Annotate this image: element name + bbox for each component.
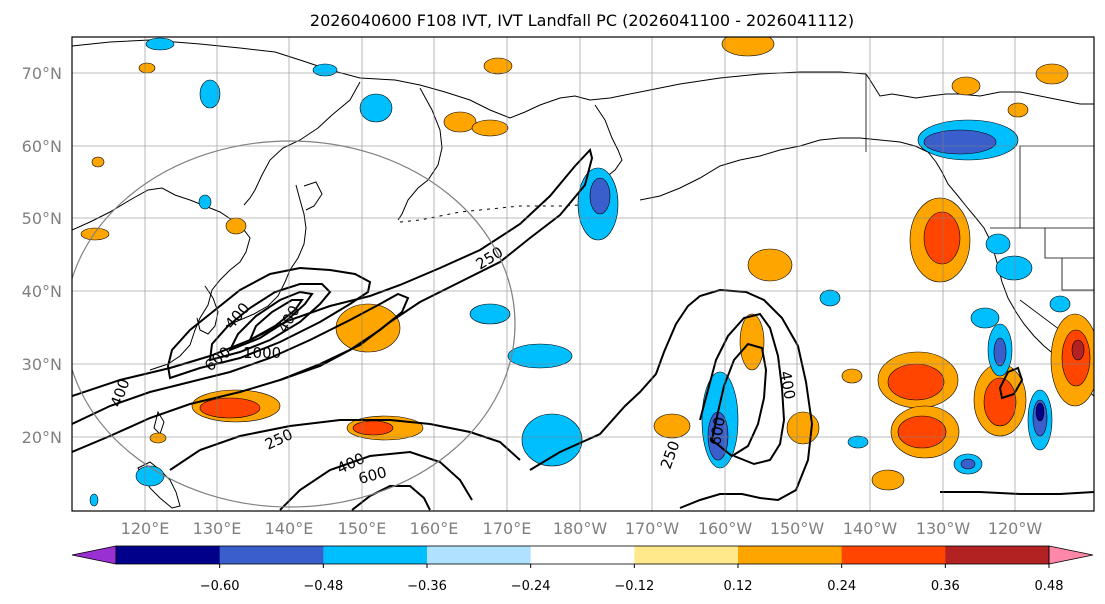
colorbar-swatch [841,546,946,564]
colorbar-tick-label: 0.48 [1035,579,1064,594]
colorbar-tick-label: −0.60 [200,579,240,594]
colorbar-tick-label: −0.48 [303,579,343,594]
colorbar-tick-label: −0.12 [614,579,654,594]
lon-label: 150°E [338,519,387,538]
lat-label: 70°N [22,64,62,83]
contour-label: 400 [776,370,799,401]
colorbar-tick-label: 0.12 [724,579,753,594]
colorbar-tick-label: −0.24 [511,579,551,594]
colorbar-swatch [634,546,739,564]
range-circle [72,140,516,508]
lon-label: 160°E [410,519,459,538]
colorbar-swatch [945,546,1050,564]
lat-label: 30°N [22,355,62,374]
colorbar-extend-high [1048,545,1094,565]
lon-label: 130°E [193,519,242,538]
lat-label: 50°N [22,209,62,228]
lon-label: 160°W [698,519,753,538]
map-frame [71,36,1095,512]
lon-label: 120°E [121,519,170,538]
colorbar-extend-low [71,545,117,565]
map-title: 2026040600 F108 IVT, IVT Landfall PC (20… [310,11,854,30]
colorbar-swatch [427,546,532,564]
ivt-contours [72,147,1094,511]
filled-contours [80,37,1094,507]
lon-label: 170°W [625,519,680,538]
longitude-labels: 120°E 130°E 140°E 150°E 160°E 170°E 180°W 170°W… [121,519,1043,538]
contour-label: 600 [706,415,729,446]
lon-label: 140°E [265,519,314,538]
lat-label: 60°N [22,137,62,156]
contour-label: 1000 [243,344,281,362]
colorbar-swatch [738,546,843,564]
colorbar-swatch [323,546,428,564]
colorbar-frame [115,545,1050,565]
lon-label: 120°W [988,519,1043,538]
colorbar-swatch [530,546,635,564]
lat-label: 20°N [22,428,62,447]
colorbar-tick-label: 0.36 [931,579,960,594]
colorbar-swatch [116,546,221,564]
gridlines [72,37,1094,511]
lon-label: 130°W [916,519,971,538]
lon-label: 180°W [553,519,608,538]
colorbar-tick-label: 0.24 [827,579,856,594]
lon-label: 140°W [843,519,898,538]
map-panel: 250 250 250 400 400 400 600 600 600 1000… [72,37,1094,511]
lon-label: 170°E [483,519,532,538]
lon-label: 150°W [770,519,825,538]
latitude-labels: 70°N 60°N 50°N 40°N 30°N 20°N [22,64,62,447]
colorbar-tick-label: −0.36 [407,579,447,594]
colorbar-swatch [219,546,324,564]
lat-label: 40°N [22,282,62,301]
colorbar: −0.60 −0.48 −0.36 −0.24 −0.12 0.12 0.24 0.36 0.4… [71,545,1094,594]
